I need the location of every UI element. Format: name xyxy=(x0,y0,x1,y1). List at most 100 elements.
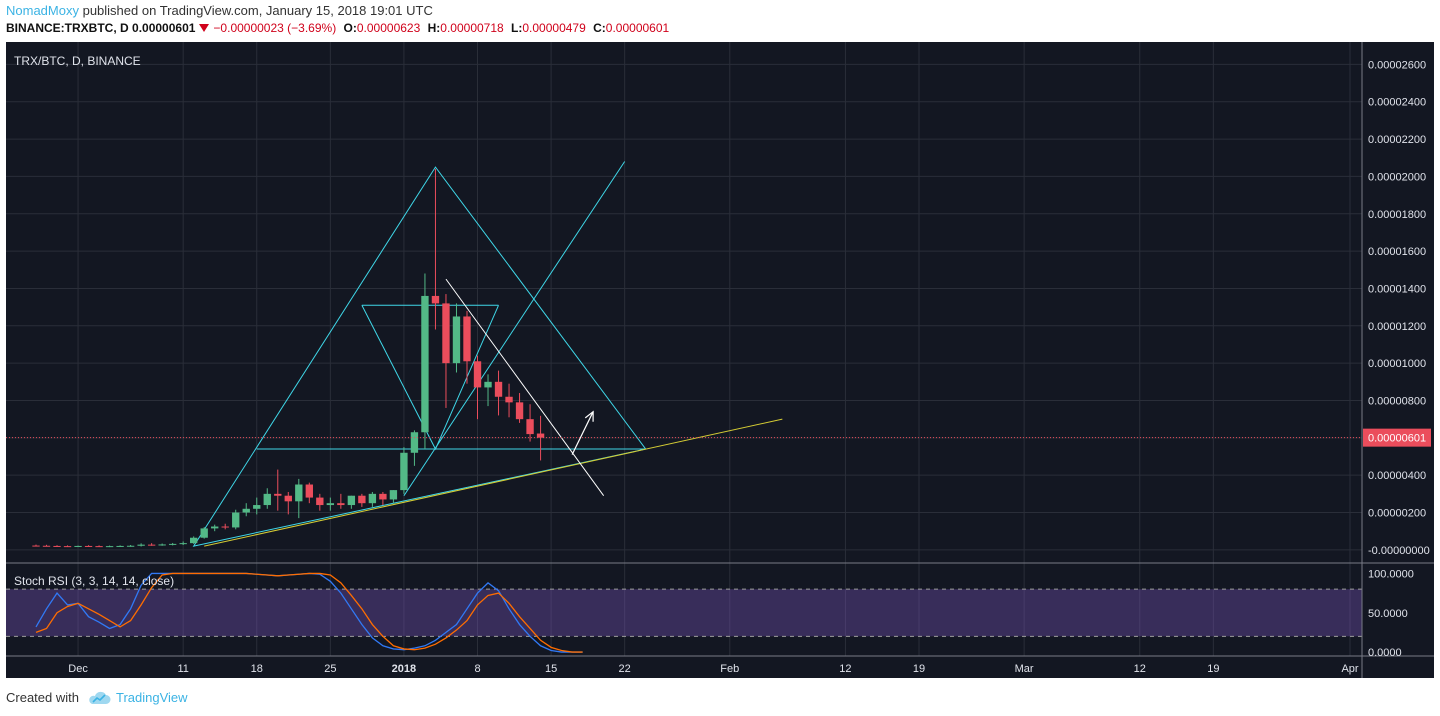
date-tick-label: 12 xyxy=(1134,663,1146,675)
date-tick-label: 12 xyxy=(839,663,851,675)
candle-body xyxy=(179,543,187,545)
support-trendline[interactable] xyxy=(204,418,783,547)
rsi-tick-label: 0.0000 xyxy=(1368,647,1402,659)
candle-body xyxy=(221,526,229,528)
created-with-text: Created with xyxy=(6,690,79,705)
date-tick-label: 25 xyxy=(324,663,336,675)
candle-body xyxy=(53,545,61,547)
candle-body xyxy=(74,545,82,547)
candle-body xyxy=(347,495,356,506)
footer: Created with TradingView xyxy=(6,690,188,705)
publish-info: NomadMoxy published on TradingView.com, … xyxy=(6,3,433,18)
candle-body xyxy=(32,545,40,547)
candle-body xyxy=(484,381,492,388)
arrow-line[interactable] xyxy=(571,411,594,455)
rsi-band-fill xyxy=(6,589,1362,637)
price-tick-label: 0.00000400 xyxy=(1368,470,1426,482)
date-tick-label: 8 xyxy=(474,663,480,675)
candle-body xyxy=(337,503,345,506)
candle-body xyxy=(147,544,156,546)
arrow-head-icon[interactable] xyxy=(584,410,594,422)
date-tick-label: Dec xyxy=(68,663,88,675)
fib-outer-triangle[interactable] xyxy=(192,166,647,547)
fib-long-diagonal[interactable] xyxy=(403,161,626,496)
candle-body xyxy=(84,545,93,547)
date-tick-label: Apr xyxy=(1341,663,1358,675)
candle-body xyxy=(526,419,534,435)
candle-body xyxy=(116,545,124,547)
high-label: H: xyxy=(427,21,441,35)
resistance-trendline[interactable] xyxy=(445,278,605,497)
price-tick-label: 0.00000800 xyxy=(1368,395,1426,407)
rsi-pane-title: Stoch RSI (3, 3, 14, 14, close) xyxy=(14,574,174,588)
high-value: 0.00000718 xyxy=(440,21,504,35)
open-value: 0.00000623 xyxy=(356,21,421,35)
date-tick-label: 11 xyxy=(177,663,188,675)
candlestick-series xyxy=(32,168,545,548)
candle-body xyxy=(295,484,303,502)
candle-body xyxy=(305,484,313,498)
date-tick-label: Mar xyxy=(1015,663,1034,675)
candle-body xyxy=(442,303,450,364)
price-tick-label: 0.00001200 xyxy=(1368,321,1426,333)
symbol-label: BINANCE:TRXBTC, D xyxy=(6,21,129,35)
candle-body xyxy=(463,316,471,362)
price-tick-label: 0.00001600 xyxy=(1368,246,1426,258)
price-tick-label: 0.00002400 xyxy=(1368,97,1426,109)
candle-body xyxy=(42,545,51,547)
candle-body xyxy=(105,546,114,548)
price-tick-label: 0.00001800 xyxy=(1368,209,1426,221)
price-tick-label: 0.00002200 xyxy=(1368,134,1426,146)
candle-body xyxy=(473,361,482,388)
candle-body xyxy=(190,537,198,544)
price-tick-label: 0.00001000 xyxy=(1368,358,1426,370)
date-tick-label: 19 xyxy=(1207,663,1219,675)
candle-body xyxy=(368,493,377,504)
axes: -0.00000000 0.00000200 0.00000400 0.0000060… xyxy=(6,42,1434,678)
candle-body xyxy=(389,490,398,500)
candle-body xyxy=(316,497,324,506)
date-tick-label: Feb xyxy=(720,663,739,675)
grid-lines xyxy=(6,42,1362,656)
candle-body xyxy=(410,432,419,453)
candle-body xyxy=(95,546,103,548)
price-tick-label: 0.00002000 xyxy=(1368,171,1426,183)
candle-body xyxy=(211,526,219,529)
chart-canvas[interactable]: -0.00000000 0.00000200 0.00000400 0.0000060… xyxy=(0,42,1440,682)
ohlc-legend: BINANCE:TRXBTC, D 0.00000601 −0.00000023 … xyxy=(6,21,669,35)
candle-body xyxy=(168,543,177,545)
published-text: published on TradingView.com, January 15… xyxy=(82,3,433,18)
candle-body xyxy=(431,295,440,304)
candle-body xyxy=(263,493,271,506)
candle-body xyxy=(421,295,429,433)
rsi-tick-label: 100.0000 xyxy=(1368,568,1414,580)
candle-body xyxy=(358,495,366,504)
candle-body xyxy=(400,452,408,491)
rsi-tick-label: 50.0000 xyxy=(1368,608,1408,620)
candle-body xyxy=(274,493,282,496)
low-label: L: xyxy=(511,21,523,35)
candle-body xyxy=(515,402,524,420)
price-tick-label: 0.00001400 xyxy=(1368,283,1426,295)
date-tick-label: 15 xyxy=(545,663,557,675)
candle-body xyxy=(284,495,292,502)
candle-body xyxy=(536,433,545,438)
date-tick-label: 22 xyxy=(619,663,631,675)
candle-body xyxy=(505,396,513,403)
stoch-rsi-pane xyxy=(6,572,1362,653)
stoch-rsi-d-line xyxy=(35,572,583,653)
low-value: 0.00000479 xyxy=(522,21,586,35)
date-tick-label: 19 xyxy=(913,663,925,675)
date-tick-label: 18 xyxy=(251,663,263,675)
date-tick-label: 2018 xyxy=(392,663,416,675)
tradingview-link[interactable]: TradingView xyxy=(115,690,188,705)
last-price-label: 0.00000601 xyxy=(1368,433,1426,445)
close-value: 0.00000601 xyxy=(605,21,670,35)
down-triangle-icon xyxy=(199,24,210,32)
open-label: O: xyxy=(343,21,357,35)
drawing-tools[interactable] xyxy=(192,161,783,547)
author-link[interactable]: NomadMoxy xyxy=(6,3,79,18)
price-tick-label: 0.00000200 xyxy=(1368,508,1426,520)
candle-body xyxy=(63,546,72,548)
tradingview-cloud-icon xyxy=(89,691,111,704)
